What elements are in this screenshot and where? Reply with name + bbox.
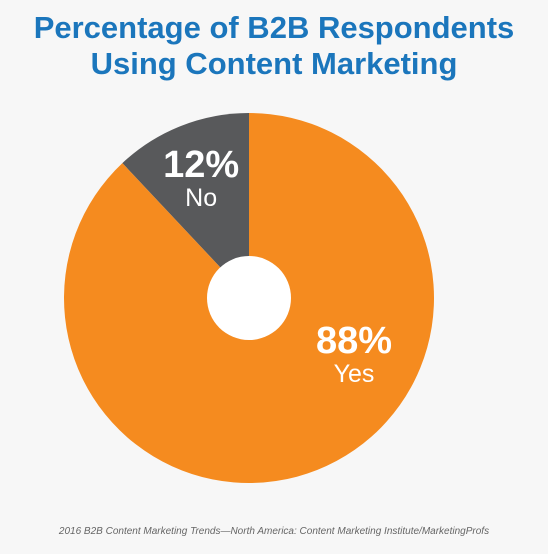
chart-title-line-1: Percentage of B2B Respondents — [33, 10, 515, 45]
slice-yes-category-label: Yes — [334, 360, 375, 388]
slice-labels: 12% No 88% Yes — [163, 144, 392, 388]
source-caption: 2016 B2B Content Marketing Trends—North … — [58, 526, 490, 537]
slice-yes-percent-label: 88% — [316, 320, 392, 362]
donut-hole — [207, 256, 291, 340]
chart-title-line-2: Using Content Marketing — [90, 46, 458, 81]
pie-slice-no — [122, 113, 249, 298]
slice-no-category-label: No — [185, 184, 217, 212]
chart-title: Percentage of B2B Respondents Using Cont… — [0, 10, 548, 82]
slice-no-percent-label: 12% — [163, 144, 239, 186]
